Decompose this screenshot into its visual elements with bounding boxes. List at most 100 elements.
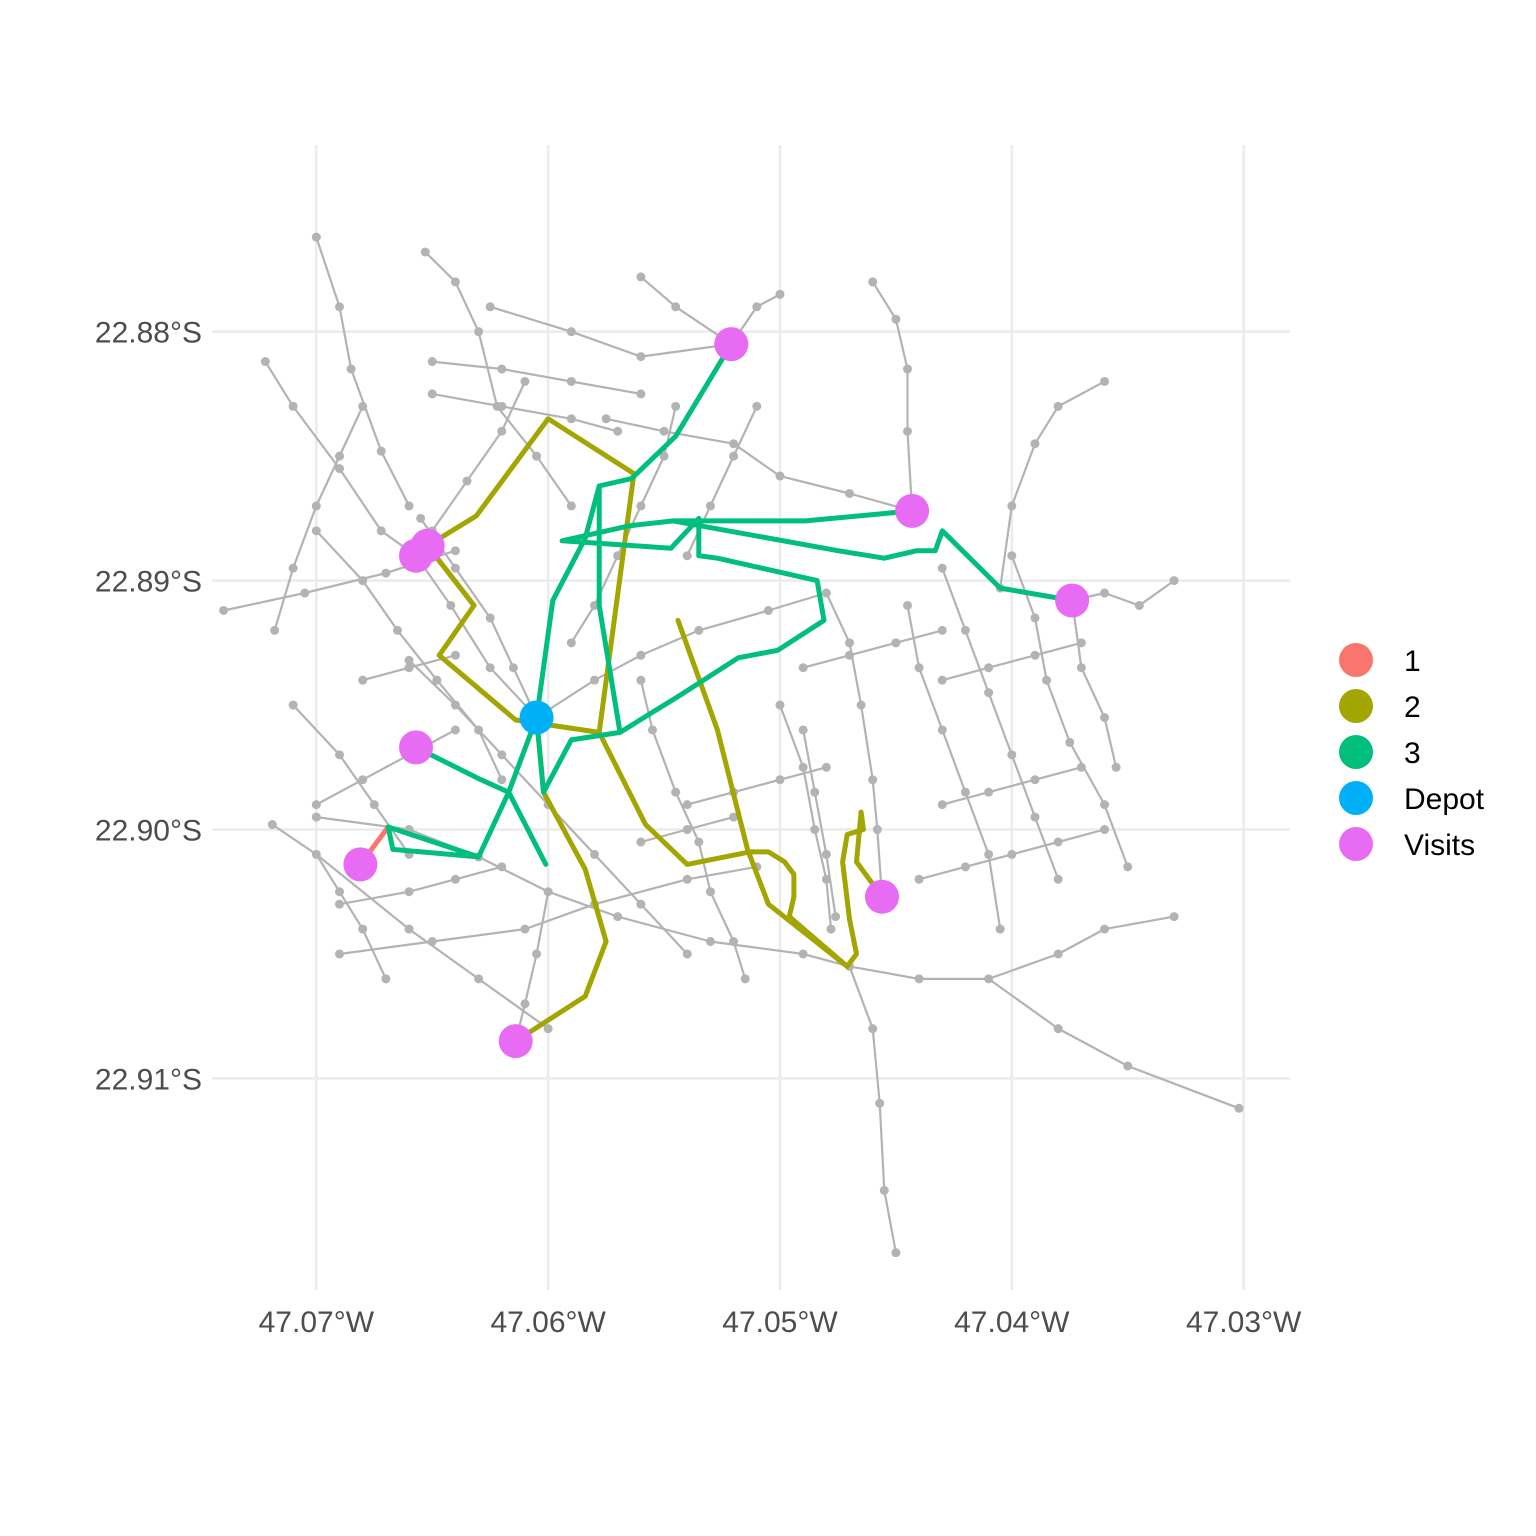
road-node bbox=[219, 605, 229, 615]
road-node bbox=[937, 800, 947, 810]
road-segment bbox=[802, 629, 944, 669]
x-tick-label: 47.03°W bbox=[1186, 1306, 1302, 1339]
routes bbox=[357, 341, 1075, 1044]
road-node bbox=[474, 725, 484, 735]
road-node bbox=[821, 588, 831, 598]
road-node bbox=[1030, 613, 1040, 623]
road-node bbox=[636, 352, 646, 362]
road-node bbox=[450, 546, 460, 556]
legend: 1 2 3 Depot Visits bbox=[1339, 643, 1485, 862]
road-node bbox=[705, 937, 715, 947]
road-node bbox=[798, 663, 808, 673]
road-node bbox=[729, 812, 739, 822]
road-node bbox=[1076, 762, 1086, 772]
road-node bbox=[474, 974, 484, 984]
road-segment bbox=[315, 236, 411, 507]
road-node bbox=[520, 999, 530, 1009]
road-node bbox=[497, 775, 507, 785]
road-node bbox=[891, 638, 901, 648]
visit-point bbox=[714, 327, 749, 362]
road-node bbox=[636, 650, 646, 660]
road-node bbox=[902, 600, 912, 610]
road-node bbox=[636, 272, 646, 282]
road-node bbox=[485, 613, 495, 623]
road-node bbox=[694, 837, 704, 847]
road-node bbox=[427, 937, 437, 947]
road-node bbox=[1007, 551, 1017, 561]
road-node bbox=[427, 389, 437, 399]
road-node bbox=[613, 426, 623, 436]
road-node bbox=[740, 974, 750, 984]
road-node bbox=[636, 675, 646, 685]
grid-lines bbox=[212, 145, 1290, 1290]
road-node bbox=[450, 874, 460, 884]
road-node bbox=[346, 364, 356, 374]
road-node bbox=[1076, 638, 1086, 648]
road-node bbox=[1169, 576, 1179, 586]
road-node bbox=[1100, 588, 1110, 598]
legend-key-visits bbox=[1339, 827, 1373, 861]
road-node bbox=[450, 725, 460, 735]
road-segment bbox=[431, 360, 642, 395]
road-node bbox=[300, 588, 310, 598]
road-node bbox=[335, 464, 345, 474]
legend-label-2: 2 bbox=[1404, 691, 1421, 724]
road-segment bbox=[686, 766, 828, 806]
road-node bbox=[1234, 1103, 1244, 1113]
road-node bbox=[1169, 912, 1179, 922]
road-node bbox=[798, 949, 808, 959]
road-segment bbox=[871, 280, 914, 512]
road-node bbox=[381, 974, 391, 984]
route-2-path bbox=[425, 416, 637, 735]
road-node bbox=[960, 862, 970, 872]
road-node bbox=[613, 912, 623, 922]
road-segment bbox=[802, 728, 837, 918]
road-node bbox=[404, 924, 414, 934]
road-node bbox=[775, 775, 785, 785]
route-2-path bbox=[425, 543, 885, 969]
road-node bbox=[543, 887, 553, 897]
road-node bbox=[810, 787, 820, 797]
road-node bbox=[450, 277, 460, 287]
road-node bbox=[1053, 1024, 1063, 1034]
road-node bbox=[1134, 600, 1144, 610]
road-node bbox=[937, 725, 947, 735]
road-node bbox=[902, 364, 912, 374]
road-node bbox=[1053, 949, 1063, 959]
road-node bbox=[902, 426, 912, 436]
road-node bbox=[416, 513, 426, 523]
road-node bbox=[937, 563, 947, 573]
road-node bbox=[335, 949, 345, 959]
road-segment bbox=[271, 823, 387, 980]
road-node bbox=[358, 576, 368, 586]
x-tick-label: 47.04°W bbox=[954, 1306, 1070, 1339]
road-node bbox=[810, 825, 820, 835]
road-node bbox=[1030, 812, 1040, 822]
road-node bbox=[868, 775, 878, 785]
road-node bbox=[636, 501, 646, 511]
road-node bbox=[566, 414, 576, 424]
y-tick-label: 22.90°S bbox=[95, 815, 202, 848]
x-tick-label: 47.07°W bbox=[259, 1306, 375, 1339]
road-node bbox=[497, 862, 507, 872]
road-node bbox=[752, 302, 762, 312]
road-node bbox=[826, 924, 836, 934]
road-node bbox=[914, 663, 924, 673]
road-node bbox=[420, 247, 430, 257]
x-tick-label: 47.05°W bbox=[722, 1306, 838, 1339]
road-segment bbox=[1071, 599, 1118, 769]
road-segment bbox=[338, 865, 503, 906]
road-segment bbox=[431, 380, 527, 532]
legend-key-depot bbox=[1339, 781, 1373, 815]
road-node bbox=[450, 563, 460, 573]
road-node bbox=[381, 568, 391, 578]
road-node bbox=[335, 302, 345, 312]
road-node bbox=[914, 974, 924, 984]
road-node bbox=[1053, 837, 1063, 847]
road-node bbox=[845, 638, 855, 648]
road-segment bbox=[315, 529, 503, 781]
visit-point bbox=[864, 879, 899, 914]
x-tick-label: 47.06°W bbox=[490, 1306, 606, 1339]
road-node bbox=[497, 750, 507, 760]
